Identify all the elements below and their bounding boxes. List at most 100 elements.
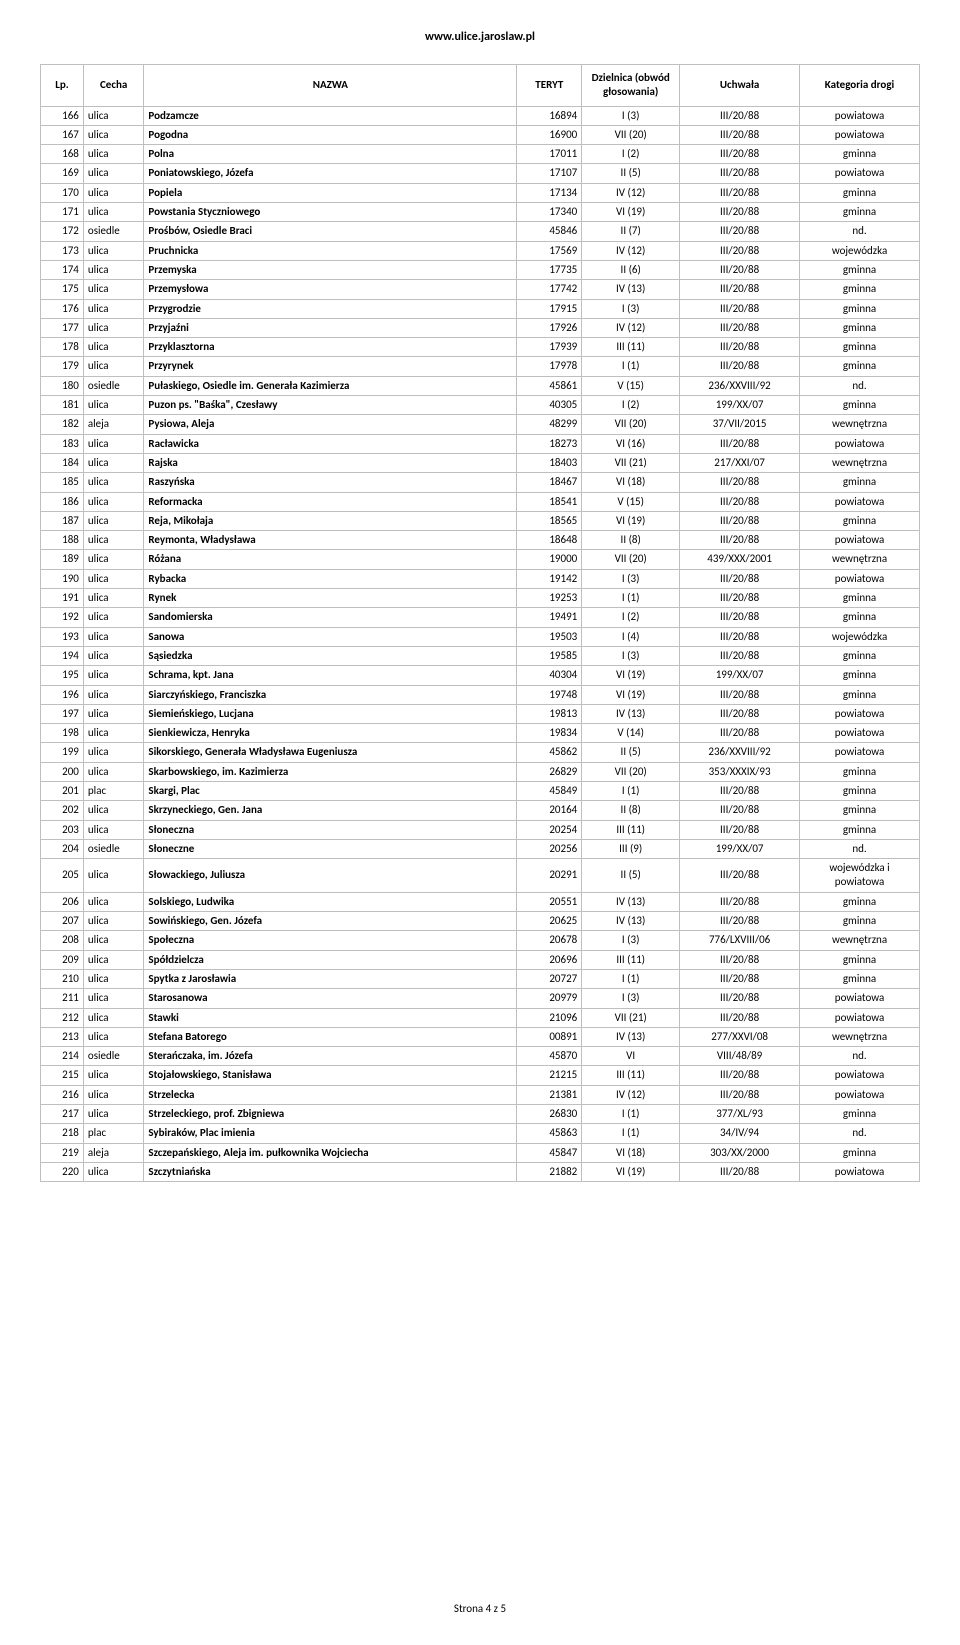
uchwala-cell: III/20/88 — [680, 183, 800, 202]
kategoria-cell: nd. — [800, 1124, 920, 1143]
dzielnica-cell: V (15) — [582, 492, 680, 511]
kategoria-cell: powiatowa — [800, 569, 920, 588]
uchwala-cell: 199/XX/07 — [680, 396, 800, 415]
table-row: 187ulicaReja, Mikołaja18565VI (19)III/20… — [41, 511, 920, 530]
table-row: 177ulicaPrzyjaźni17926IV (12)III/20/88gm… — [41, 318, 920, 337]
nazwa-cell: Różana — [144, 550, 517, 569]
lp-cell: 184 — [41, 453, 84, 472]
table-row: 207ulicaSowińskiego, Gen. Józefa20625IV … — [41, 912, 920, 931]
dzielnica-cell: VI (18) — [582, 1143, 680, 1162]
lp-cell: 169 — [41, 164, 84, 183]
table-row: 200ulicaSkarbowskiego, im. Kazimierza268… — [41, 762, 920, 781]
uchwala-cell: III/20/88 — [680, 299, 800, 318]
kategoria-cell: gminna — [800, 589, 920, 608]
nazwa-cell: Stojałowskiego, Stanisława — [144, 1066, 517, 1085]
kategoria-cell: gminna — [800, 801, 920, 820]
cecha-cell: osiedle — [83, 376, 144, 395]
cecha-cell: osiedle — [83, 839, 144, 858]
lp-cell: 216 — [41, 1085, 84, 1104]
uchwala-cell: III/20/88 — [680, 859, 800, 893]
teryt-cell: 17926 — [517, 318, 582, 337]
uchwala-cell: III/20/88 — [680, 608, 800, 627]
uchwala-cell: III/20/88 — [680, 704, 800, 723]
lp-cell: 209 — [41, 950, 84, 969]
teryt-cell: 17978 — [517, 357, 582, 376]
dzielnica-cell: I (1) — [582, 357, 680, 376]
lp-cell: 201 — [41, 781, 84, 800]
nazwa-cell: Szczytniańska — [144, 1162, 517, 1181]
cecha-cell: ulica — [83, 608, 144, 627]
cecha-cell: ulica — [83, 106, 144, 125]
uchwala-cell: III/20/88 — [680, 125, 800, 144]
cecha-cell: ulica — [83, 511, 144, 530]
kategoria-cell: gminna — [800, 203, 920, 222]
kategoria-cell: gminna — [800, 511, 920, 530]
uchwala-cell: III/20/88 — [680, 511, 800, 530]
table-row: 184ulicaRajska18403VII (21)217/XXI/07wew… — [41, 453, 920, 472]
nazwa-cell: Sybiraków, Plac imienia — [144, 1124, 517, 1143]
lp-cell: 203 — [41, 820, 84, 839]
nazwa-cell: Pruchnicka — [144, 241, 517, 260]
nazwa-cell: Stawki — [144, 1008, 517, 1027]
teryt-cell: 20256 — [517, 839, 582, 858]
uchwala-cell: III/20/88 — [680, 106, 800, 125]
nazwa-cell: Stefana Batorego — [144, 1027, 517, 1046]
teryt-cell: 19142 — [517, 569, 582, 588]
teryt-cell: 20979 — [517, 989, 582, 1008]
lp-cell: 218 — [41, 1124, 84, 1143]
nazwa-cell: Prośbów, Osiedle Braci — [144, 222, 517, 241]
teryt-cell: 26829 — [517, 762, 582, 781]
kategoria-cell: gminna — [800, 280, 920, 299]
cecha-cell: ulica — [83, 685, 144, 704]
uchwala-cell: III/20/88 — [680, 473, 800, 492]
dzielnica-cell: II (5) — [582, 859, 680, 893]
lp-cell: 190 — [41, 569, 84, 588]
nazwa-cell: Sanowa — [144, 627, 517, 646]
cecha-cell: plac — [83, 1124, 144, 1143]
dzielnica-cell: I (4) — [582, 627, 680, 646]
dzielnica-cell: I (3) — [582, 299, 680, 318]
table-row: 194ulicaSąsiedzka19585I (3)III/20/88gmin… — [41, 646, 920, 665]
lp-cell: 167 — [41, 125, 84, 144]
table-row: 215ulicaStojałowskiego, Stanisława21215I… — [41, 1066, 920, 1085]
streets-table: Lp. Cecha NAZWA TERYT Dzielnica (obwód g… — [40, 64, 920, 1182]
nazwa-cell: Reformacka — [144, 492, 517, 511]
teryt-cell: 19813 — [517, 704, 582, 723]
kategoria-cell: powiatowa — [800, 125, 920, 144]
cecha-cell: ulica — [83, 473, 144, 492]
dzielnica-cell: VI (16) — [582, 434, 680, 453]
uchwala-cell: 34/IV/94 — [680, 1124, 800, 1143]
kategoria-cell: gminna — [800, 299, 920, 318]
nazwa-cell: Pułaskiego, Osiedle im. Generała Kazimie… — [144, 376, 517, 395]
kategoria-cell: powiatowa — [800, 1085, 920, 1104]
dzielnica-cell: I (1) — [582, 1105, 680, 1124]
kategoria-cell: gminna — [800, 396, 920, 415]
table-row: 202ulicaSkrzyneckiego, Gen. Jana20164II … — [41, 801, 920, 820]
nazwa-cell: Szczepańskiego, Aleja im. pułkownika Woj… — [144, 1143, 517, 1162]
kategoria-cell: gminna — [800, 357, 920, 376]
teryt-cell: 26830 — [517, 1105, 582, 1124]
dzielnica-cell: I (3) — [582, 989, 680, 1008]
kategoria-cell: powiatowa — [800, 106, 920, 125]
dzielnica-cell: IV (12) — [582, 241, 680, 260]
dzielnica-cell: VII (20) — [582, 415, 680, 434]
cecha-cell: ulica — [83, 299, 144, 318]
cecha-cell: ulica — [83, 801, 144, 820]
kategoria-cell: powiatowa — [800, 531, 920, 550]
teryt-cell: 20696 — [517, 950, 582, 969]
teryt-cell: 20678 — [517, 931, 582, 950]
kategoria-cell: nd. — [800, 222, 920, 241]
table-row: 205ulicaSłowackiego, Juliusza20291II (5)… — [41, 859, 920, 893]
dzielnica-cell: VI (19) — [582, 511, 680, 530]
lp-cell: 211 — [41, 989, 84, 1008]
dzielnica-cell: I (1) — [582, 781, 680, 800]
cecha-cell: ulica — [83, 145, 144, 164]
kategoria-cell: gminna — [800, 338, 920, 357]
kategoria-cell: wojewódzka — [800, 627, 920, 646]
uchwala-cell: III/20/88 — [680, 1162, 800, 1181]
nazwa-cell: Siarczyńskiego, Franciszka — [144, 685, 517, 704]
cecha-cell: ulica — [83, 1066, 144, 1085]
nazwa-cell: Siemieńskiego, Lucjana — [144, 704, 517, 723]
table-row: 176ulicaPrzygrodzie17915I (3)III/20/88gm… — [41, 299, 920, 318]
lp-cell: 196 — [41, 685, 84, 704]
